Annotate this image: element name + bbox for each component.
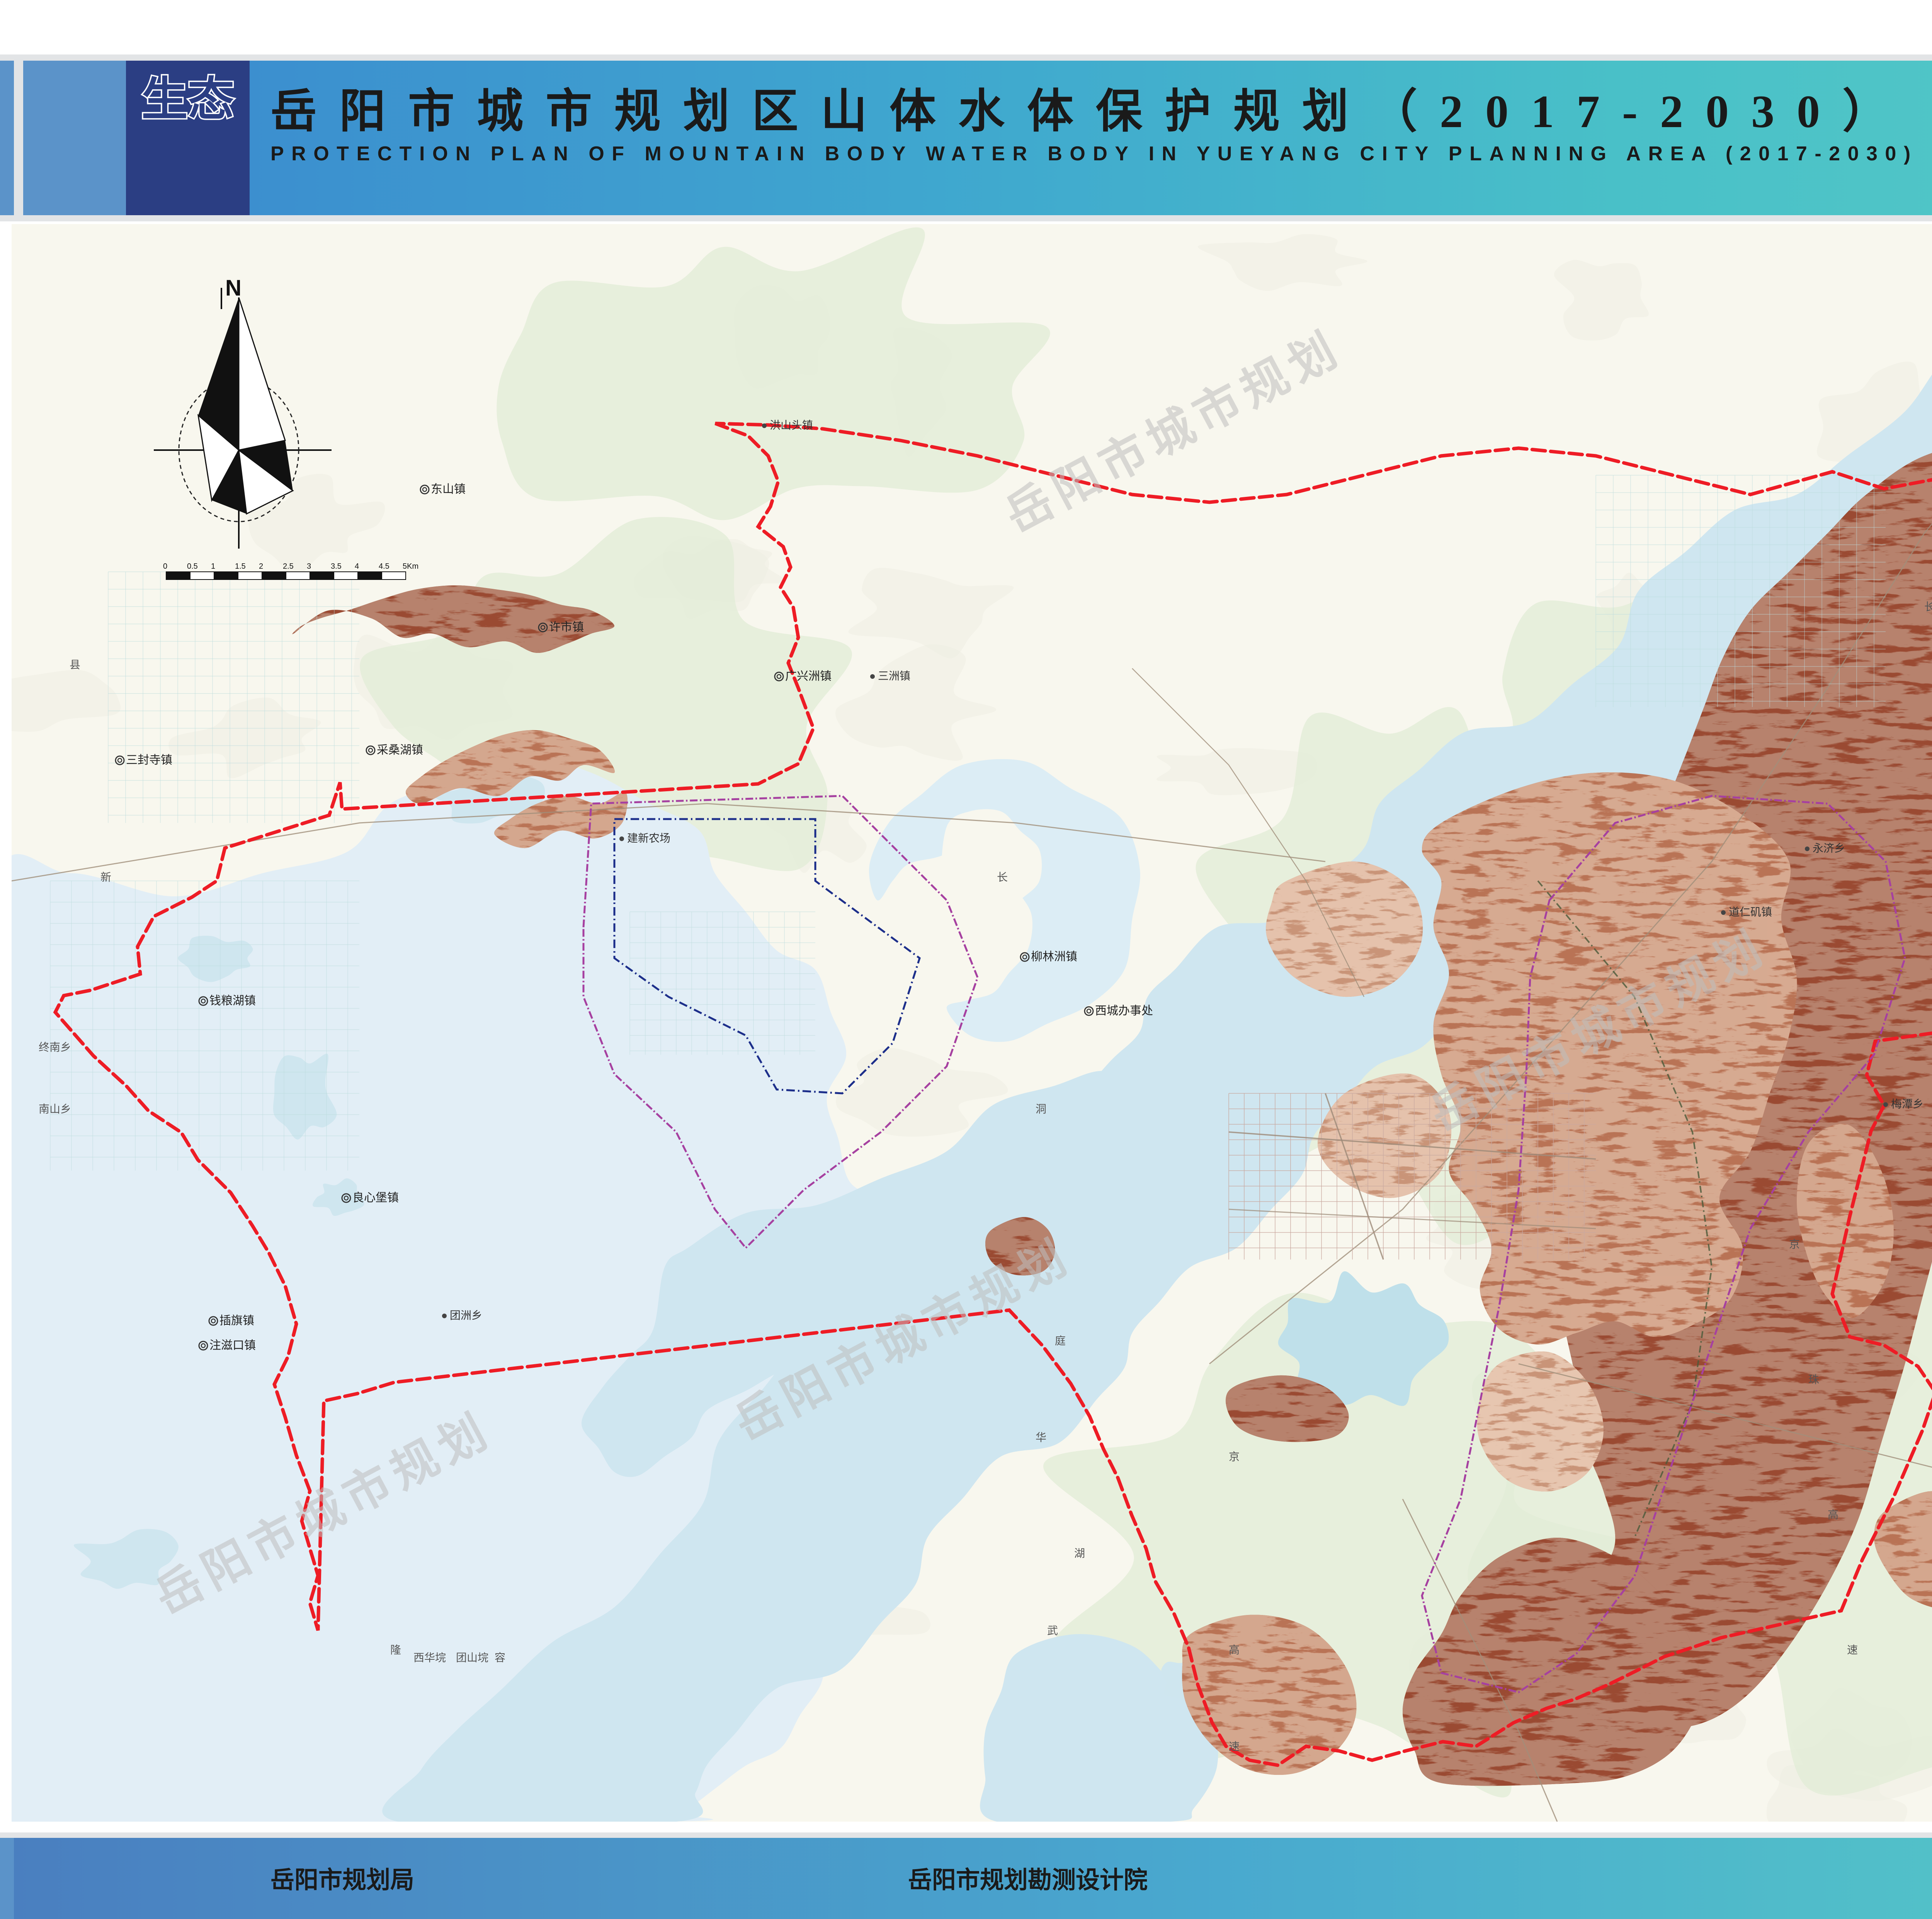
svg-text:道仁矶镇: 道仁矶镇 (1729, 906, 1772, 918)
svg-text:永济乡: 永济乡 (1813, 842, 1845, 854)
svg-text:速: 速 (1229, 1741, 1240, 1752)
svg-text:钱粮湖镇: 钱粮湖镇 (209, 994, 256, 1007)
svg-text:终南乡: 终南乡 (39, 1041, 71, 1053)
svg-text:4: 4 (355, 562, 359, 571)
svg-text:珠: 珠 (1808, 1373, 1819, 1385)
svg-text:隆: 隆 (390, 1644, 401, 1656)
svg-text:柳林洲镇: 柳林洲镇 (1031, 950, 1077, 963)
svg-text:1: 1 (211, 562, 215, 571)
svg-text:注滋口镇: 注滋口镇 (209, 1339, 256, 1352)
svg-text:洪山头镇: 洪山头镇 (770, 419, 813, 431)
svg-text:5Km: 5Km (403, 562, 418, 571)
svg-text:西华垸: 西华垸 (413, 1652, 446, 1664)
svg-text:0: 0 (163, 562, 167, 571)
svg-text:3.5: 3.5 (331, 562, 342, 571)
svg-text:速: 速 (1847, 1644, 1858, 1656)
svg-text:洞: 洞 (1036, 1103, 1046, 1115)
svg-text:湖: 湖 (1074, 1547, 1085, 1559)
svg-text:0.5: 0.5 (187, 562, 198, 571)
svg-text:插旗镇: 插旗镇 (219, 1314, 254, 1327)
svg-text:团洲乡: 团洲乡 (450, 1309, 482, 1321)
svg-text:广兴洲镇: 广兴洲镇 (785, 670, 832, 683)
svg-text:N: N (225, 275, 242, 301)
svg-text:东山镇: 东山镇 (431, 483, 466, 496)
svg-text:1.5: 1.5 (235, 562, 246, 571)
svg-text:4.5: 4.5 (379, 562, 389, 571)
svg-text:3: 3 (307, 562, 311, 571)
svg-text:三洲镇: 三洲镇 (878, 670, 910, 682)
svg-text:建新农场: 建新农场 (627, 832, 670, 844)
svg-text:许市镇: 许市镇 (549, 621, 584, 634)
svg-text:长: 长 (997, 871, 1008, 883)
svg-text:华: 华 (1036, 1431, 1046, 1443)
svg-text:2.5: 2.5 (283, 562, 294, 571)
svg-text:县: 县 (70, 659, 80, 671)
svg-text:高: 高 (1229, 1644, 1240, 1656)
svg-text:长: 长 (1924, 601, 1932, 613)
svg-text:京: 京 (1229, 1451, 1240, 1463)
svg-text:良心堡镇: 良心堡镇 (352, 1192, 399, 1204)
svg-text:京: 京 (1789, 1238, 1800, 1250)
svg-text:新: 新 (100, 871, 111, 883)
svg-text:武: 武 (1047, 1625, 1058, 1637)
svg-text:南山乡: 南山乡 (39, 1103, 71, 1115)
svg-text:采桑湖镇: 采桑湖镇 (377, 744, 423, 756)
svg-text:容: 容 (495, 1652, 505, 1664)
svg-text:西城办事处: 西城办事处 (1095, 1005, 1153, 1017)
svg-text:庭: 庭 (1055, 1335, 1066, 1347)
svg-text:梅潭乡: 梅潭乡 (1891, 1098, 1923, 1110)
svg-text:高: 高 (1828, 1509, 1838, 1521)
svg-text:三封寺镇: 三封寺镇 (126, 754, 172, 767)
svg-text:2: 2 (259, 562, 263, 571)
svg-text:团山垸: 团山垸 (456, 1652, 488, 1664)
